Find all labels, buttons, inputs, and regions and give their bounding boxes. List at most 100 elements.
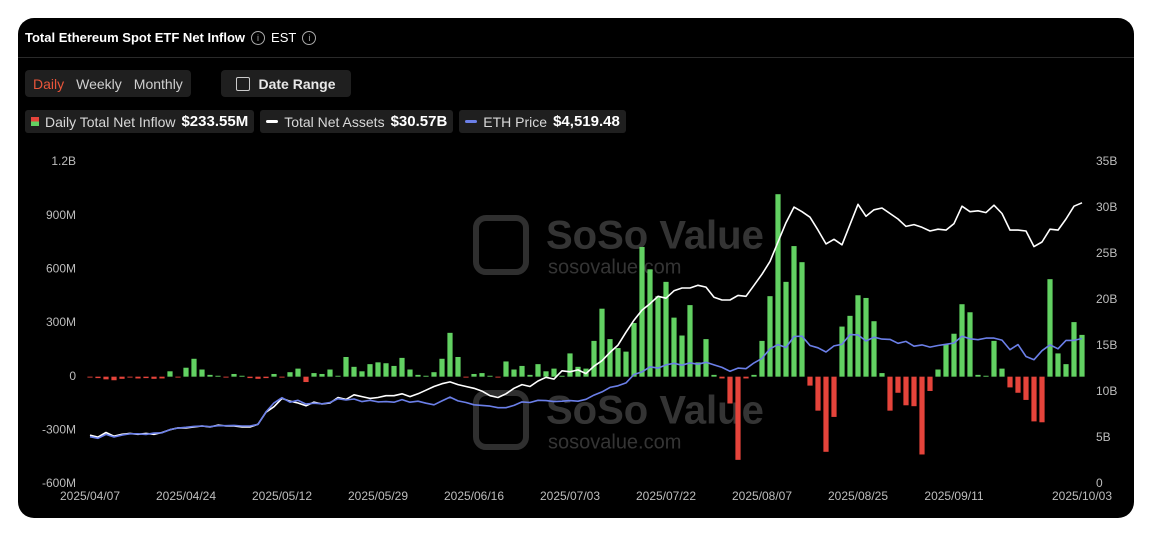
bar: [519, 365, 525, 377]
bar: [575, 366, 581, 377]
bar: [359, 371, 365, 377]
bar: [439, 358, 445, 377]
bar: [951, 333, 957, 377]
bar: [271, 373, 277, 377]
x-tick-label: 2025/10/03: [1052, 489, 1112, 503]
bar: [239, 375, 245, 377]
bar: [431, 372, 437, 377]
bar: [775, 194, 781, 377]
bar: [95, 376, 101, 379]
bar: [751, 374, 757, 377]
bar: [719, 376, 725, 379]
bar: [1055, 353, 1061, 377]
bar: [287, 372, 293, 377]
bar: [391, 365, 397, 377]
bar: [655, 296, 661, 377]
x-tick-label: 2025/04/07: [60, 489, 120, 503]
bar: [231, 373, 237, 377]
y-tick-label: 300M: [46, 315, 76, 329]
bar: [599, 308, 605, 377]
bar: [399, 357, 405, 377]
bar: [263, 376, 269, 379]
bar: [647, 269, 653, 377]
bar: [1071, 322, 1077, 377]
bar: [511, 369, 517, 377]
bar: [103, 376, 109, 380]
bar: [807, 376, 813, 386]
bar: [1063, 364, 1069, 377]
legend-item[interactable]: Daily Total Net Inflow $233.55M: [25, 110, 255, 133]
bar: [903, 376, 909, 406]
bar: [415, 374, 421, 377]
bar: [855, 295, 861, 377]
bar: [1047, 279, 1053, 377]
period-tab[interactable]: Monthly: [133, 75, 183, 92]
y-tick-label: -600M: [42, 476, 76, 490]
bar: [551, 368, 557, 377]
bar: [327, 369, 333, 377]
bar: [703, 339, 709, 377]
legend-swatch: [465, 120, 478, 123]
bar: [471, 373, 477, 377]
bar: [255, 376, 261, 379]
bar: [727, 376, 733, 404]
bar: [911, 376, 917, 407]
period-tab[interactable]: Daily: [33, 75, 65, 92]
x-tick-label: 2025/05/12: [252, 489, 312, 503]
legend: Daily Total Net Inflow $233.55M Total Net …: [25, 110, 626, 133]
info-icon[interactable]: i: [302, 30, 317, 45]
bar: [247, 376, 253, 379]
bar: [887, 376, 893, 411]
y-tick-label: 900M: [46, 208, 76, 222]
legend-item[interactable]: ETH Price $4,519.48: [459, 110, 626, 133]
bar: [191, 358, 197, 377]
legend-value: $30.57B: [390, 113, 448, 130]
legend-item[interactable]: Total Net Assets $30.57B: [260, 110, 454, 133]
info-icon[interactable]: i: [251, 30, 266, 45]
y2-tick-label: 15B: [1096, 338, 1117, 352]
bar: [839, 326, 845, 377]
x-tick-label: 2025/08/07: [732, 489, 792, 503]
x-tick-label: 2025/08/25: [828, 489, 888, 503]
y-tick-label: 1.2B: [51, 154, 76, 168]
bar: [183, 367, 189, 377]
bar: [487, 375, 493, 377]
x-tick-label: 2025/07/22: [636, 489, 696, 503]
period-tab[interactable]: Weekly: [76, 75, 122, 92]
bar: [1015, 376, 1021, 393]
date-range-button[interactable]: Date Range: [221, 70, 351, 97]
timezone: EST: [271, 30, 297, 45]
bar: [543, 371, 549, 377]
bar: [215, 375, 221, 377]
bar: [1007, 376, 1013, 388]
bar: [87, 376, 93, 378]
bar: [423, 375, 429, 377]
bar: [503, 361, 509, 377]
bar: [639, 246, 645, 377]
bar: [959, 304, 965, 377]
bar: [455, 356, 461, 377]
y2-tick-label: 25B: [1096, 246, 1117, 260]
bar: [695, 362, 701, 377]
bar: [175, 376, 181, 378]
legend-value: $233.55M: [181, 113, 249, 130]
bar: [847, 315, 853, 377]
legend-value: $4,519.48: [553, 113, 620, 130]
bar: [975, 374, 981, 377]
watermark-brand: SoSo Value: [546, 214, 764, 258]
bar: [607, 339, 613, 377]
date-range-label: Date Range: [258, 75, 336, 92]
bar: [815, 376, 821, 411]
bar: [679, 335, 685, 377]
bar: [967, 312, 973, 377]
y2-tick-label: 20B: [1096, 292, 1117, 306]
bar: [119, 376, 125, 379]
legend-swatch: [266, 120, 279, 123]
bar: [591, 340, 597, 377]
bar: [303, 376, 309, 383]
watermark-logo: [473, 215, 529, 275]
bar: [999, 368, 1005, 377]
